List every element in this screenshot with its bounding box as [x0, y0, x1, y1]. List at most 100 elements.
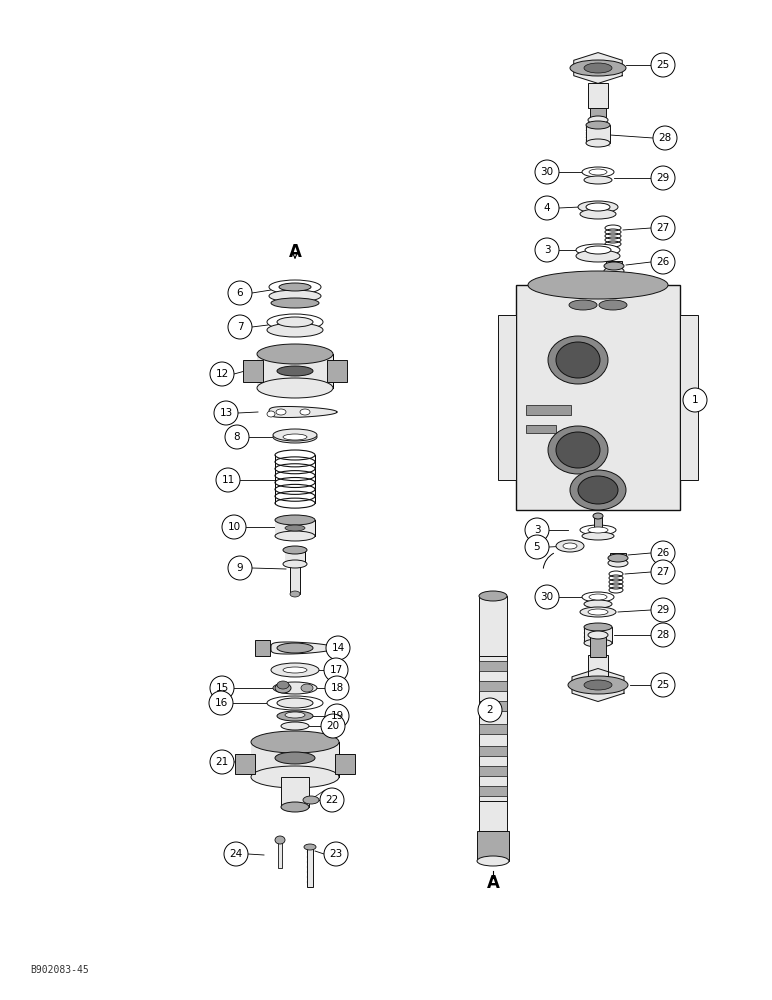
Bar — [335, 754, 355, 774]
Ellipse shape — [277, 317, 313, 327]
Bar — [251, 742, 339, 777]
Text: 24: 24 — [229, 849, 242, 859]
Ellipse shape — [304, 844, 316, 850]
Ellipse shape — [582, 592, 614, 602]
Bar — [584, 627, 612, 643]
Bar — [498, 315, 516, 480]
Ellipse shape — [563, 543, 577, 549]
Ellipse shape — [586, 121, 610, 129]
Ellipse shape — [251, 766, 339, 788]
Text: 15: 15 — [215, 683, 229, 693]
Ellipse shape — [273, 431, 317, 443]
Ellipse shape — [588, 609, 608, 615]
Circle shape — [651, 623, 675, 647]
Bar — [479, 596, 507, 656]
Ellipse shape — [275, 836, 285, 844]
Ellipse shape — [281, 802, 309, 812]
Text: 2: 2 — [486, 705, 493, 715]
Ellipse shape — [301, 684, 313, 692]
Ellipse shape — [257, 344, 333, 364]
Ellipse shape — [588, 631, 608, 639]
Bar — [516, 285, 680, 510]
Text: 14: 14 — [331, 643, 344, 653]
Ellipse shape — [277, 711, 313, 721]
Ellipse shape — [267, 314, 323, 330]
Ellipse shape — [604, 267, 624, 275]
Ellipse shape — [269, 290, 321, 302]
Polygon shape — [271, 642, 335, 654]
Ellipse shape — [580, 525, 616, 535]
Ellipse shape — [578, 476, 618, 504]
Polygon shape — [574, 53, 622, 83]
Ellipse shape — [267, 696, 323, 710]
Ellipse shape — [568, 676, 628, 694]
Circle shape — [216, 468, 240, 492]
Ellipse shape — [283, 667, 307, 673]
Ellipse shape — [576, 250, 620, 262]
Ellipse shape — [279, 283, 311, 291]
Bar — [479, 681, 507, 691]
Ellipse shape — [277, 681, 289, 689]
Bar — [278, 840, 282, 868]
Text: 28: 28 — [659, 133, 672, 143]
Text: 30: 30 — [540, 592, 554, 602]
Text: 22: 22 — [325, 795, 339, 805]
Ellipse shape — [273, 682, 317, 694]
Ellipse shape — [589, 594, 607, 600]
Text: 9: 9 — [237, 563, 243, 573]
Ellipse shape — [477, 856, 509, 866]
Circle shape — [321, 714, 345, 738]
Ellipse shape — [300, 409, 310, 415]
Bar — [526, 405, 571, 415]
Circle shape — [535, 196, 559, 220]
Bar — [281, 777, 309, 807]
Ellipse shape — [267, 323, 323, 337]
Text: 13: 13 — [219, 408, 232, 418]
Bar — [588, 655, 608, 677]
Ellipse shape — [584, 600, 612, 608]
Circle shape — [320, 788, 344, 812]
Ellipse shape — [273, 429, 317, 441]
Circle shape — [525, 518, 549, 542]
Polygon shape — [269, 407, 337, 417]
Ellipse shape — [548, 336, 608, 384]
Ellipse shape — [271, 298, 319, 308]
Bar — [606, 261, 622, 271]
Circle shape — [651, 598, 675, 622]
Ellipse shape — [277, 698, 313, 708]
Text: A: A — [486, 874, 499, 892]
Circle shape — [535, 585, 559, 609]
Circle shape — [651, 560, 675, 584]
Bar — [479, 746, 507, 756]
Ellipse shape — [283, 434, 307, 440]
Circle shape — [324, 658, 348, 682]
Bar — [255, 640, 270, 656]
Bar — [610, 553, 626, 563]
Ellipse shape — [593, 513, 603, 519]
Ellipse shape — [584, 623, 612, 631]
Text: 6: 6 — [237, 288, 243, 298]
Text: 21: 21 — [215, 757, 229, 767]
Text: 29: 29 — [656, 605, 669, 615]
Ellipse shape — [576, 244, 620, 256]
Bar — [680, 315, 698, 480]
Text: 25: 25 — [656, 680, 669, 690]
Ellipse shape — [271, 663, 319, 677]
Text: B902083-45: B902083-45 — [30, 965, 89, 975]
Ellipse shape — [479, 591, 507, 601]
Ellipse shape — [528, 271, 668, 299]
Ellipse shape — [269, 280, 321, 294]
Circle shape — [228, 281, 252, 305]
Ellipse shape — [586, 139, 610, 147]
Ellipse shape — [570, 470, 626, 510]
Text: 8: 8 — [234, 432, 240, 442]
Ellipse shape — [582, 532, 614, 540]
Ellipse shape — [285, 525, 305, 531]
Circle shape — [525, 535, 549, 559]
Ellipse shape — [580, 209, 616, 219]
Ellipse shape — [281, 722, 309, 730]
Circle shape — [651, 541, 675, 565]
Text: 25: 25 — [656, 60, 669, 70]
Bar — [479, 724, 507, 734]
Bar — [590, 108, 606, 120]
